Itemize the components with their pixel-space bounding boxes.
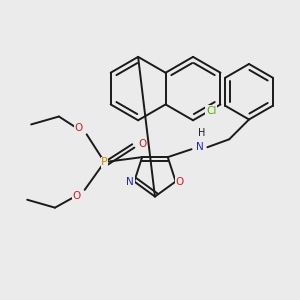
Text: O: O <box>73 191 81 201</box>
Text: O: O <box>75 123 83 134</box>
Text: Cl: Cl <box>206 106 216 116</box>
Text: N: N <box>126 176 134 187</box>
Text: O: O <box>138 139 146 149</box>
Text: N: N <box>196 142 203 152</box>
Text: O: O <box>176 176 184 187</box>
Text: H: H <box>198 128 205 138</box>
Text: P: P <box>101 157 108 167</box>
